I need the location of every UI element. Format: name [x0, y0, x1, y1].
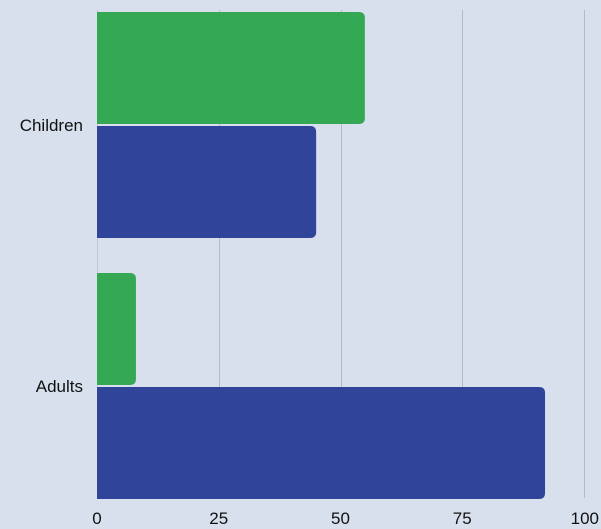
x-tick-label-0: 0 [92, 509, 101, 528]
bar-layer [97, 12, 546, 499]
bar-adults-series-2 [97, 387, 546, 499]
bar-children-series-2 [97, 126, 317, 238]
bar-adults-series-1 [97, 273, 136, 385]
category-label-adults: Adults [36, 377, 83, 396]
category-label-children: Children [20, 116, 83, 135]
x-tick-label-75: 75 [453, 509, 472, 528]
label-layer: Children Adults 0 25 50 75 100 [20, 116, 599, 528]
x-tick-label-25: 25 [209, 509, 228, 528]
x-tick-label-50: 50 [331, 509, 350, 528]
x-tick-label-100: 100 [571, 509, 599, 528]
bar-children-series-1 [97, 12, 365, 124]
